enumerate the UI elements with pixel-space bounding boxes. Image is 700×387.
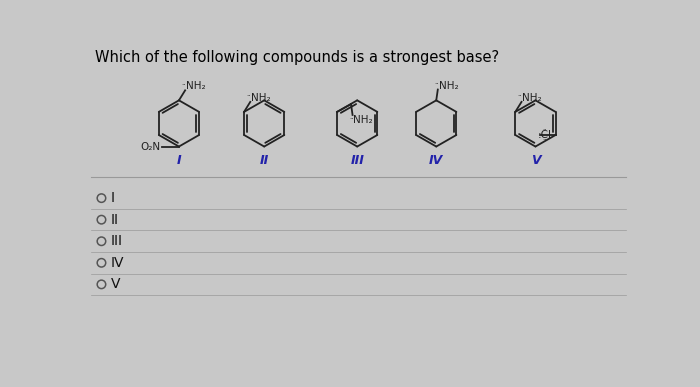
- Text: Which of the following compounds is a strongest base?: Which of the following compounds is a st…: [95, 50, 499, 65]
- Text: ··: ··: [246, 94, 251, 99]
- Text: ··: ··: [542, 127, 547, 133]
- Text: I: I: [176, 154, 181, 167]
- Text: NH₂: NH₂: [522, 93, 542, 103]
- Text: :Cl: :Cl: [538, 130, 552, 140]
- Text: IV: IV: [429, 154, 443, 167]
- Text: V: V: [531, 154, 540, 167]
- Text: ··: ··: [434, 81, 438, 87]
- Text: II: II: [111, 213, 119, 227]
- Text: ··: ··: [542, 137, 547, 143]
- Text: NH₂: NH₂: [439, 81, 458, 91]
- Text: IV: IV: [111, 256, 125, 270]
- Text: ··: ··: [349, 116, 354, 123]
- Text: ··: ··: [518, 94, 522, 99]
- Text: NH₂: NH₂: [186, 82, 206, 91]
- Text: ··: ··: [181, 82, 186, 88]
- Text: NH₂: NH₂: [353, 115, 372, 125]
- Text: II: II: [260, 154, 269, 167]
- Text: I: I: [111, 191, 115, 205]
- Text: O₂N: O₂N: [140, 142, 160, 152]
- Text: III: III: [350, 154, 364, 167]
- Text: III: III: [111, 234, 122, 248]
- Text: NH₂: NH₂: [251, 93, 271, 103]
- Text: V: V: [111, 277, 120, 291]
